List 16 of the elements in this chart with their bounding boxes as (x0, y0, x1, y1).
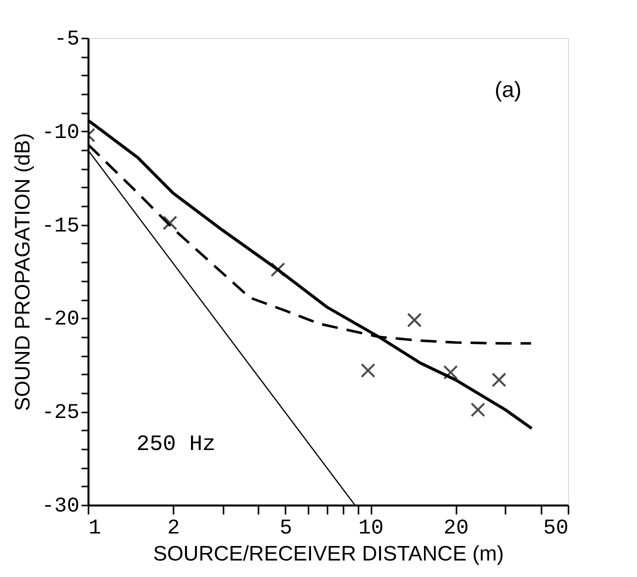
y-tick-label: -30 (42, 496, 80, 518)
x-tick-label: 2 (167, 518, 180, 540)
annotation: 250 Hz (136, 432, 216, 457)
y-tick-label: -25 (42, 402, 80, 426)
x-tick-label: 1 (88, 518, 102, 540)
y-tick-label: -10 (42, 122, 80, 145)
y-tick-label: -20 (42, 308, 80, 332)
y-tick-label: -5 (54, 28, 80, 52)
x-tick-label: 20 (443, 518, 469, 540)
y-tick-label: -15 (42, 215, 80, 238)
annotation: (a) (494, 77, 522, 102)
x-tick-label: 50 (543, 518, 568, 540)
y-axis-title: SOUND PROPAGATION (dB) (12, 132, 35, 412)
x-tick-label: 10 (358, 518, 384, 540)
x-axis-title: SOURCE/RECEIVER DISTANCE (m) (153, 542, 504, 566)
x-tick-label: 5 (280, 518, 292, 540)
